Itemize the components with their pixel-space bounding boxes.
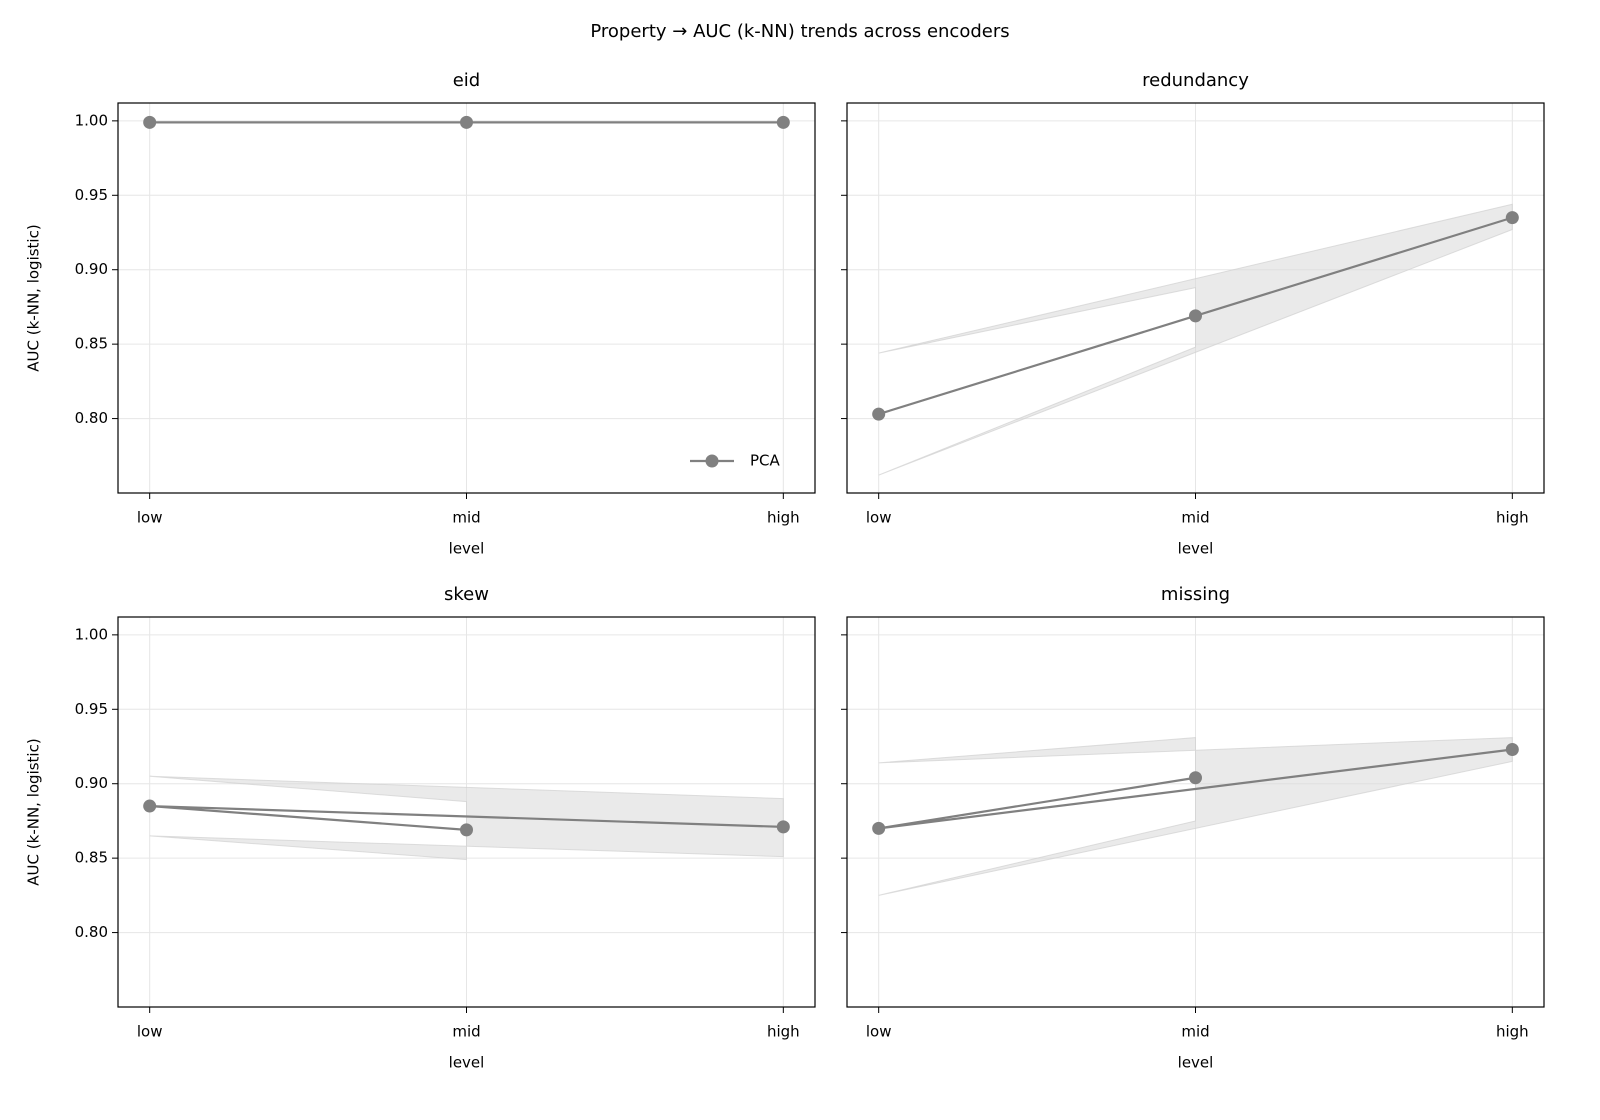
x-axis-label: level [449,540,485,558]
x-tick-label: mid [452,1023,480,1041]
x-axis-label: level [1178,540,1214,558]
subplot-title: eid [453,70,481,91]
marker [460,115,473,129]
marker [776,115,790,129]
confidence-band [149,775,784,861]
marker [872,407,886,421]
marker [1505,211,1519,225]
x-tick-label: mid [1181,509,1209,527]
y-tick-label: 1.00 [75,625,108,643]
x-axis-label: level [449,1054,485,1072]
legend-label: PCA [750,452,781,470]
figure-title: Property → AUC (k-NN) trends across enco… [590,21,1009,42]
confidence-band [878,737,1513,896]
y-tick-label: 0.80 [75,409,108,427]
marker [1189,771,1202,785]
y-tick-label: 0.85 [75,335,108,353]
x-tick-label: low [866,1023,892,1041]
subplot-title: skew [444,584,489,605]
confidence-band [878,203,1513,476]
marker [776,820,790,834]
y-axis-label: AUC (k-NN, logistic) [25,224,43,371]
axes-frame [846,616,1545,1008]
legend-marker [705,454,719,468]
x-tick-label: high [767,509,800,527]
marker [460,823,473,837]
x-tick-label: mid [1181,1023,1209,1041]
x-tick-label: mid [452,509,480,527]
x-tick-label: low [137,1023,163,1041]
x-tick-label: high [767,1023,800,1041]
axes-frame [846,102,1545,494]
y-tick-label: 0.95 [75,700,108,718]
marker [143,115,157,129]
subplot-title: redundancy [1142,70,1249,91]
axes-frame [117,102,816,494]
y-axis-label: AUC (k-NN, logistic) [25,738,43,885]
y-tick-label: 0.90 [75,774,108,792]
y-tick-label: 0.85 [75,849,108,867]
subplot-title: missing [1161,584,1230,605]
marker [1189,309,1202,323]
y-tick-label: 0.80 [75,923,108,941]
marker [872,821,886,835]
marker [1505,742,1519,756]
y-tick-label: 1.00 [75,111,108,129]
x-tick-label: high [1496,509,1529,527]
y-tick-label: 0.95 [75,186,108,204]
x-tick-label: low [866,509,892,527]
x-tick-label: high [1496,1023,1529,1041]
x-axis-label: level [1178,1054,1214,1072]
axes-frame [117,616,816,1008]
y-tick-label: 0.90 [75,260,108,278]
x-tick-label: low [137,509,163,527]
marker [143,799,157,813]
